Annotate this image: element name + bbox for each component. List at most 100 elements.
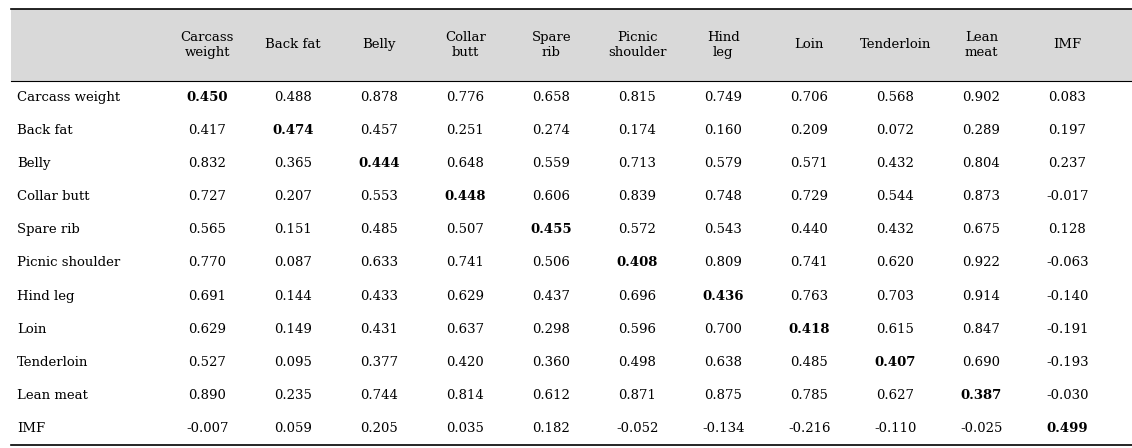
Text: 0.749: 0.749 xyxy=(704,90,743,104)
Text: 0.871: 0.871 xyxy=(618,389,657,402)
Text: 0.072: 0.072 xyxy=(876,124,915,137)
Text: 0.839: 0.839 xyxy=(618,190,657,203)
Text: 0.875: 0.875 xyxy=(704,389,743,402)
Text: Spare
rib: Spare rib xyxy=(531,31,572,59)
Text: 0.713: 0.713 xyxy=(618,157,657,170)
Text: 0.629: 0.629 xyxy=(446,289,484,303)
Text: 0.878: 0.878 xyxy=(360,90,398,104)
Text: 0.559: 0.559 xyxy=(532,157,571,170)
Text: 0.432: 0.432 xyxy=(876,223,915,237)
Text: 0.418: 0.418 xyxy=(789,323,830,336)
Text: -0.017: -0.017 xyxy=(1046,190,1089,203)
Text: Carcass
weight: Carcass weight xyxy=(180,31,234,59)
Text: 0.638: 0.638 xyxy=(704,356,743,369)
Text: -0.216: -0.216 xyxy=(788,422,831,435)
Text: 0.543: 0.543 xyxy=(704,223,743,237)
Text: 0.488: 0.488 xyxy=(274,90,312,104)
Text: -0.140: -0.140 xyxy=(1046,289,1089,303)
Text: 0.432: 0.432 xyxy=(876,157,915,170)
Text: 0.579: 0.579 xyxy=(704,157,743,170)
Text: 0.527: 0.527 xyxy=(188,356,226,369)
Text: Tenderloin: Tenderloin xyxy=(17,356,88,369)
Text: 0.035: 0.035 xyxy=(446,422,484,435)
Text: Collar
butt: Collar butt xyxy=(445,31,486,59)
Text: Hind
leg: Hind leg xyxy=(708,31,739,59)
Text: Loin: Loin xyxy=(17,323,46,336)
Text: 0.658: 0.658 xyxy=(532,90,571,104)
Text: 0.436: 0.436 xyxy=(703,289,744,303)
Text: 0.174: 0.174 xyxy=(618,124,657,137)
Text: 0.571: 0.571 xyxy=(790,157,829,170)
Text: Collar butt: Collar butt xyxy=(17,190,89,203)
Text: 0.160: 0.160 xyxy=(704,124,743,137)
Text: 0.700: 0.700 xyxy=(704,323,743,336)
Text: 0.741: 0.741 xyxy=(790,256,829,270)
Text: -0.193: -0.193 xyxy=(1046,356,1089,369)
Text: 0.417: 0.417 xyxy=(188,124,226,137)
Text: 0.083: 0.083 xyxy=(1048,90,1087,104)
Text: 0.832: 0.832 xyxy=(188,157,226,170)
Text: 0.633: 0.633 xyxy=(360,256,398,270)
Text: 0.785: 0.785 xyxy=(790,389,829,402)
Text: 0.444: 0.444 xyxy=(359,157,400,170)
Text: 0.741: 0.741 xyxy=(446,256,484,270)
Text: 0.095: 0.095 xyxy=(274,356,312,369)
Text: 0.387: 0.387 xyxy=(961,389,1002,402)
Text: 0.149: 0.149 xyxy=(274,323,312,336)
Text: 0.455: 0.455 xyxy=(531,223,572,237)
Text: 0.274: 0.274 xyxy=(532,124,571,137)
Text: 0.922: 0.922 xyxy=(962,256,1001,270)
Text: 0.627: 0.627 xyxy=(876,389,915,402)
Text: Loin: Loin xyxy=(795,38,824,52)
Text: 0.298: 0.298 xyxy=(532,323,571,336)
Text: 0.890: 0.890 xyxy=(188,389,226,402)
Text: 0.251: 0.251 xyxy=(446,124,484,137)
Text: 0.703: 0.703 xyxy=(876,289,915,303)
Text: Belly: Belly xyxy=(362,38,396,52)
Text: 0.748: 0.748 xyxy=(704,190,743,203)
Text: 0.182: 0.182 xyxy=(532,422,571,435)
Text: 0.485: 0.485 xyxy=(360,223,398,237)
Text: 0.237: 0.237 xyxy=(1048,157,1087,170)
Text: 0.457: 0.457 xyxy=(360,124,398,137)
Text: 0.431: 0.431 xyxy=(360,323,398,336)
Text: 0.690: 0.690 xyxy=(962,356,1001,369)
Text: 0.151: 0.151 xyxy=(274,223,312,237)
Text: 0.437: 0.437 xyxy=(532,289,571,303)
Text: Belly: Belly xyxy=(17,157,51,170)
Text: Carcass weight: Carcass weight xyxy=(17,90,120,104)
Text: Back fat: Back fat xyxy=(265,38,321,52)
Text: 0.565: 0.565 xyxy=(188,223,226,237)
Text: IMF: IMF xyxy=(17,422,45,435)
Text: Spare rib: Spare rib xyxy=(17,223,79,237)
Text: 0.763: 0.763 xyxy=(790,289,829,303)
Text: 0.744: 0.744 xyxy=(360,389,398,402)
Text: 0.814: 0.814 xyxy=(446,389,484,402)
Text: -0.030: -0.030 xyxy=(1046,389,1089,402)
Text: 0.727: 0.727 xyxy=(188,190,226,203)
Text: Hind leg: Hind leg xyxy=(17,289,75,303)
Text: -0.134: -0.134 xyxy=(702,422,745,435)
Text: -0.110: -0.110 xyxy=(874,422,917,435)
Text: 0.207: 0.207 xyxy=(274,190,312,203)
Text: IMF: IMF xyxy=(1054,38,1081,52)
Text: Lean meat: Lean meat xyxy=(17,389,88,402)
Text: 0.498: 0.498 xyxy=(618,356,657,369)
Text: -0.007: -0.007 xyxy=(186,422,229,435)
Text: 0.506: 0.506 xyxy=(532,256,571,270)
Text: 0.847: 0.847 xyxy=(962,323,1001,336)
Text: -0.191: -0.191 xyxy=(1046,323,1089,336)
Text: -0.025: -0.025 xyxy=(960,422,1003,435)
Text: 0.209: 0.209 xyxy=(790,124,829,137)
Text: 0.289: 0.289 xyxy=(962,124,1001,137)
Text: 0.128: 0.128 xyxy=(1048,223,1087,237)
Text: 0.729: 0.729 xyxy=(790,190,829,203)
Text: 0.450: 0.450 xyxy=(187,90,228,104)
Text: 0.629: 0.629 xyxy=(188,323,226,336)
Text: 0.648: 0.648 xyxy=(446,157,484,170)
Text: 0.544: 0.544 xyxy=(876,190,915,203)
Text: 0.433: 0.433 xyxy=(360,289,398,303)
Text: 0.637: 0.637 xyxy=(446,323,484,336)
Text: 0.615: 0.615 xyxy=(876,323,915,336)
Text: 0.776: 0.776 xyxy=(446,90,484,104)
